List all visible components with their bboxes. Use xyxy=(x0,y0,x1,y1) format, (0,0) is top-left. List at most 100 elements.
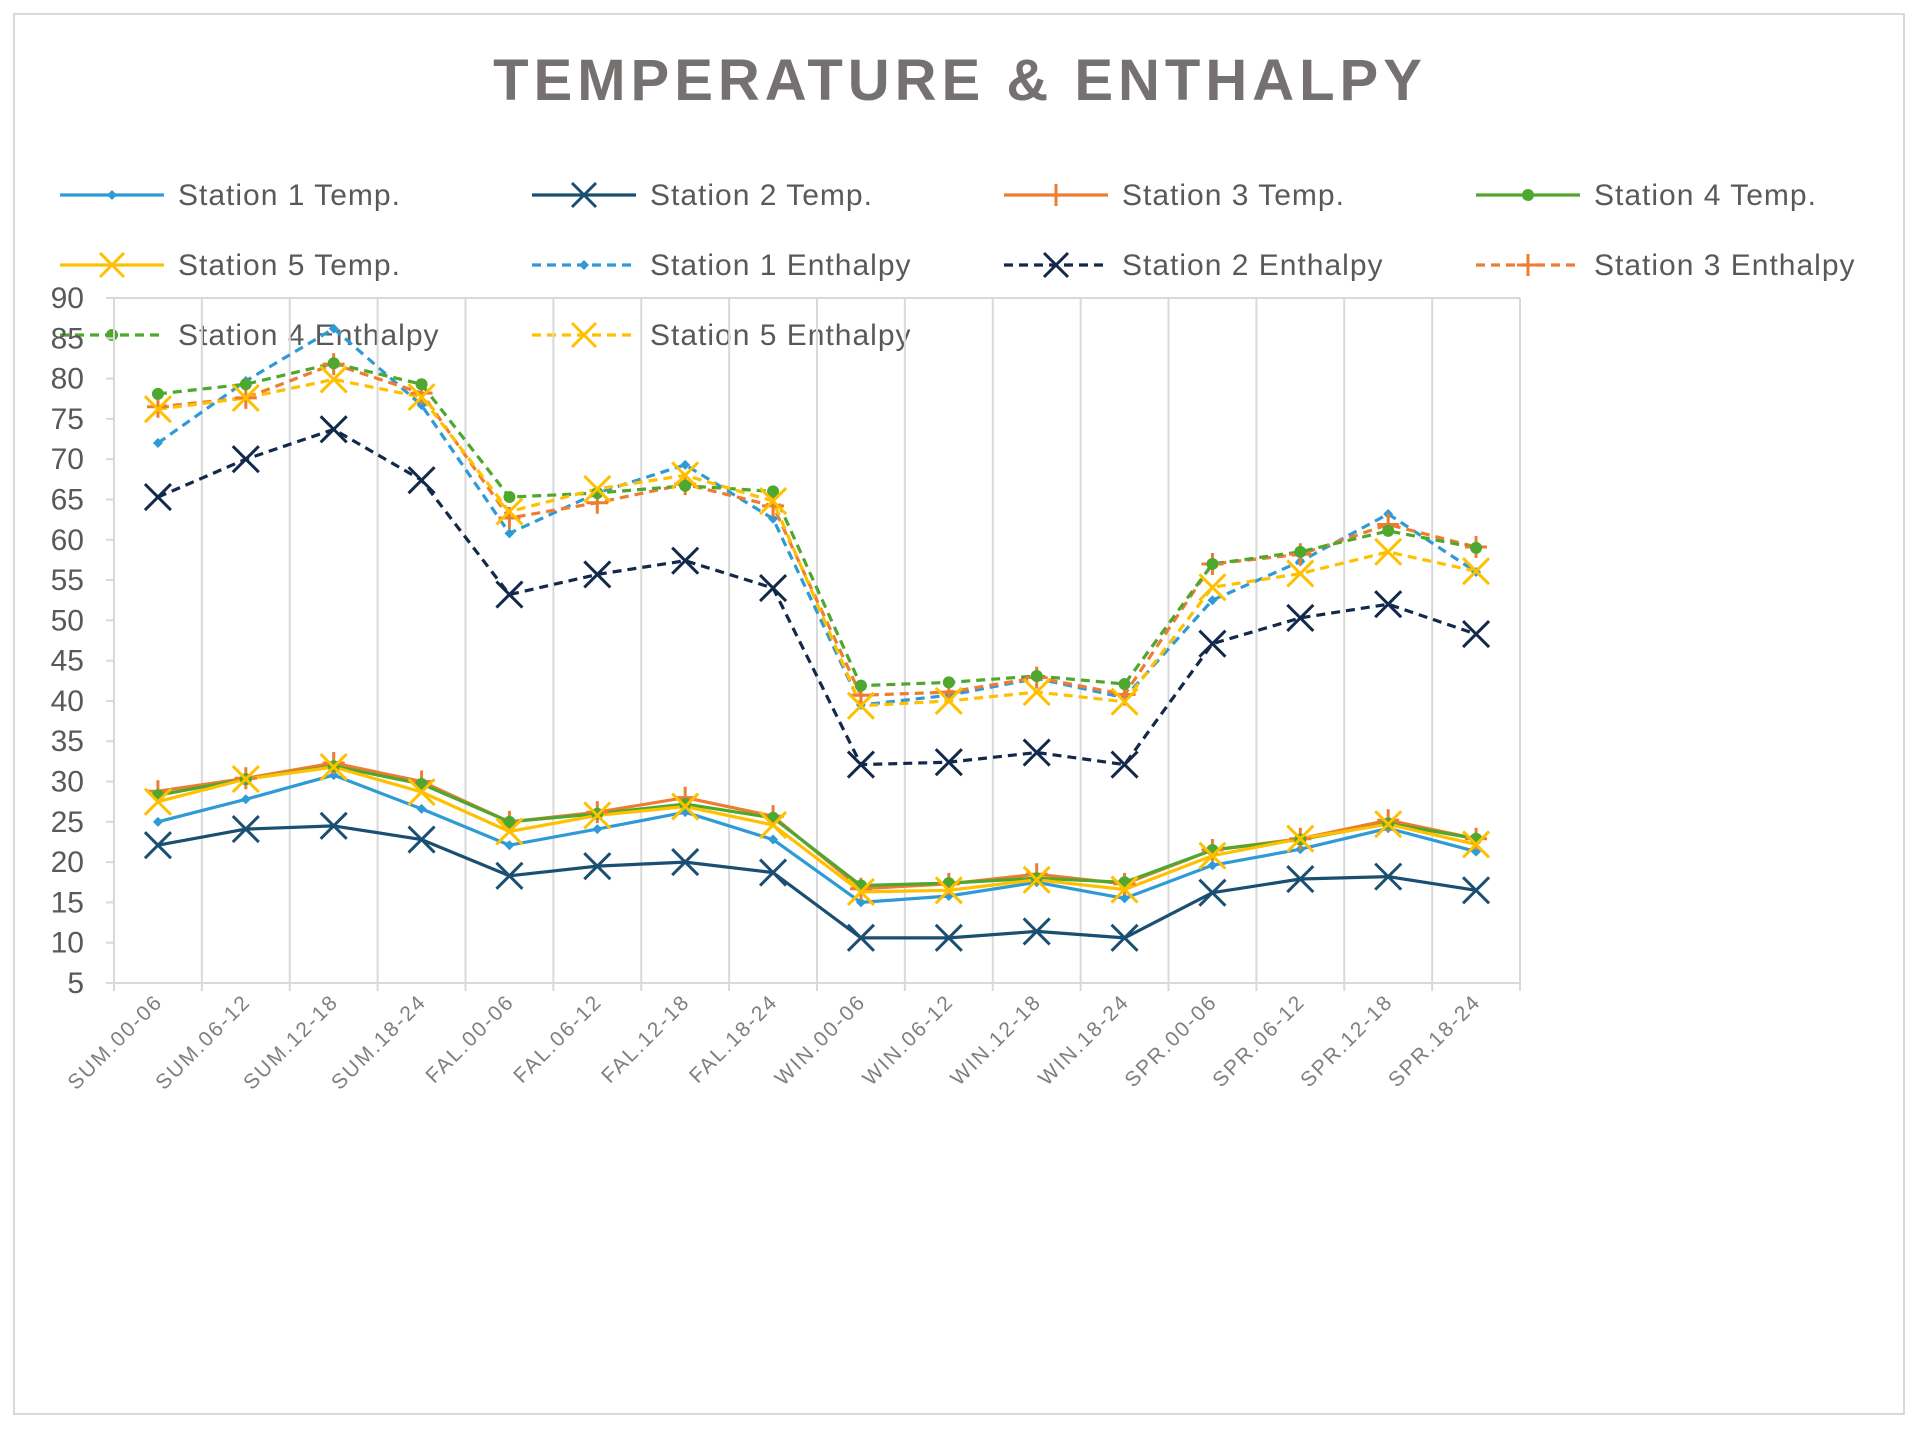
point-station-5-temp xyxy=(583,801,612,830)
legend-item-station-1-enthalpy: Station 1 Enthalpy xyxy=(532,249,911,282)
legend-item-station-3-enthalpy: Station 3 Enthalpy xyxy=(1476,249,1856,282)
legend-marker xyxy=(579,260,589,270)
legend-marker xyxy=(1045,184,1067,206)
point-station-5-enthalpy xyxy=(495,497,524,526)
point-station-5-enthalpy xyxy=(1374,537,1403,566)
point-station-2-temp xyxy=(1110,923,1139,952)
point-station-4-enthalpy xyxy=(767,485,780,498)
legend-marker xyxy=(570,181,598,209)
legend-label: Station 2 Temp. xyxy=(650,179,873,212)
point-station-5-enthalpy xyxy=(319,365,348,394)
point-station-5-enthalpy xyxy=(407,383,436,412)
legend-marker xyxy=(1517,254,1539,276)
point-station-2-enthalpy xyxy=(143,482,172,512)
point-station-2-enthalpy xyxy=(495,580,524,609)
point-station-5-temp xyxy=(143,787,172,816)
point-station-5-enthalpy xyxy=(1461,557,1491,586)
y-tick-label: 50 xyxy=(51,604,84,637)
legend-marker xyxy=(107,190,117,200)
y-tick-label: 85 xyxy=(51,322,84,355)
series-line-station-4-enthalpy xyxy=(157,361,1477,688)
y-tick-label: 35 xyxy=(51,725,84,758)
legend-item-station-5-enthalpy: Station 5 Enthalpy xyxy=(532,319,911,352)
point-station-2-enthalpy xyxy=(846,750,875,779)
point-station-5-temp xyxy=(1374,810,1403,839)
legend-label: Station 5 Temp. xyxy=(178,249,401,282)
point-station-5-temp xyxy=(495,817,524,846)
point-station-2-temp xyxy=(759,858,788,887)
point-station-4-enthalpy xyxy=(239,378,252,391)
series-lines xyxy=(156,327,1477,940)
point-station-5-enthalpy xyxy=(1198,573,1227,602)
series-markers xyxy=(143,323,1491,952)
point-station-4-temp xyxy=(503,815,516,828)
y-tick-label: 75 xyxy=(51,403,84,436)
y-tick-label: 70 xyxy=(51,443,84,476)
legend-item-station-4-enthalpy: Station 4 Enthalpy xyxy=(60,319,439,352)
y-tick-label: 65 xyxy=(51,483,84,516)
point-station-2-enthalpy xyxy=(1198,629,1227,658)
point-station-4-enthalpy xyxy=(1294,545,1307,558)
point-station-1-temp xyxy=(592,824,603,835)
point-station-5-enthalpy xyxy=(671,461,700,490)
point-station-2-enthalpy xyxy=(1374,590,1403,619)
point-station-5-enthalpy xyxy=(1110,687,1139,716)
y-tick-label: 5 xyxy=(67,967,84,1000)
point-station-5-enthalpy xyxy=(759,487,788,516)
point-station-4-enthalpy xyxy=(942,676,955,689)
point-station-2-temp xyxy=(231,815,260,844)
point-station-1-enthalpy xyxy=(328,323,339,334)
point-station-1-temp xyxy=(328,770,339,781)
point-station-1-temp xyxy=(504,840,515,851)
point-station-4-enthalpy xyxy=(1382,524,1395,537)
point-station-2-temp xyxy=(1022,917,1051,946)
y-tick-label: 90 xyxy=(51,282,84,315)
point-station-2-temp xyxy=(1374,862,1403,891)
series-line-station-4-temp xyxy=(157,764,1477,888)
point-station-1-enthalpy xyxy=(152,438,163,449)
point-station-5-temp xyxy=(1461,830,1491,859)
point-station-1-temp xyxy=(768,834,779,845)
point-station-1-temp xyxy=(240,794,251,805)
legend-label: Station 3 Enthalpy xyxy=(1594,249,1856,282)
y-tick-label: 15 xyxy=(51,886,84,919)
point-station-1-temp xyxy=(1207,860,1218,871)
point-station-1-enthalpy xyxy=(768,513,779,524)
legend-item-station-5-temp: Station 5 Temp. xyxy=(60,249,401,282)
point-station-5-enthalpy xyxy=(846,691,875,720)
point-station-1-enthalpy xyxy=(680,459,691,470)
legend: Station 1 Temp. Station 2 Temp. Station 3 … xyxy=(60,179,1856,352)
point-station-2-temp xyxy=(1198,878,1227,907)
point-station-1-temp xyxy=(416,803,427,814)
point-station-2-enthalpy xyxy=(1461,619,1491,649)
legend-marker xyxy=(570,321,598,349)
point-station-2-temp xyxy=(1286,864,1315,894)
point-station-2-temp xyxy=(143,831,172,860)
point-station-1-temp xyxy=(152,816,163,827)
point-station-2-temp xyxy=(934,923,963,952)
chart-title: TEMPERATURE & ENTHALPY xyxy=(493,48,1427,113)
legend-item-station-2-enthalpy: Station 2 Enthalpy xyxy=(1004,249,1383,282)
y-tick-label: 40 xyxy=(51,685,84,718)
point-station-5-temp xyxy=(407,777,436,807)
series-line-station-1-temp xyxy=(157,773,1477,905)
legend-item-station-2-temp: Station 2 Temp. xyxy=(532,179,873,212)
point-station-4-enthalpy xyxy=(679,479,692,492)
legend-marker xyxy=(98,251,126,279)
series-line-station-5-temp xyxy=(157,765,1477,894)
point-station-2-temp xyxy=(671,848,700,877)
y-tick-label: 25 xyxy=(51,806,84,839)
series-line-station-1-enthalpy xyxy=(156,327,1477,707)
point-station-2-enthalpy xyxy=(759,574,788,603)
point-station-5-temp xyxy=(231,765,260,794)
point-station-2-enthalpy xyxy=(1286,603,1315,632)
point-station-1-temp xyxy=(855,897,866,908)
point-station-2-enthalpy xyxy=(1022,738,1051,767)
series-line-station-3-enthalpy xyxy=(157,362,1477,697)
point-station-1-temp xyxy=(1471,846,1482,857)
point-station-2-enthalpy xyxy=(319,415,348,444)
point-station-4-enthalpy xyxy=(503,491,516,504)
point-station-4-enthalpy xyxy=(415,378,428,391)
point-station-4-enthalpy xyxy=(151,387,164,400)
